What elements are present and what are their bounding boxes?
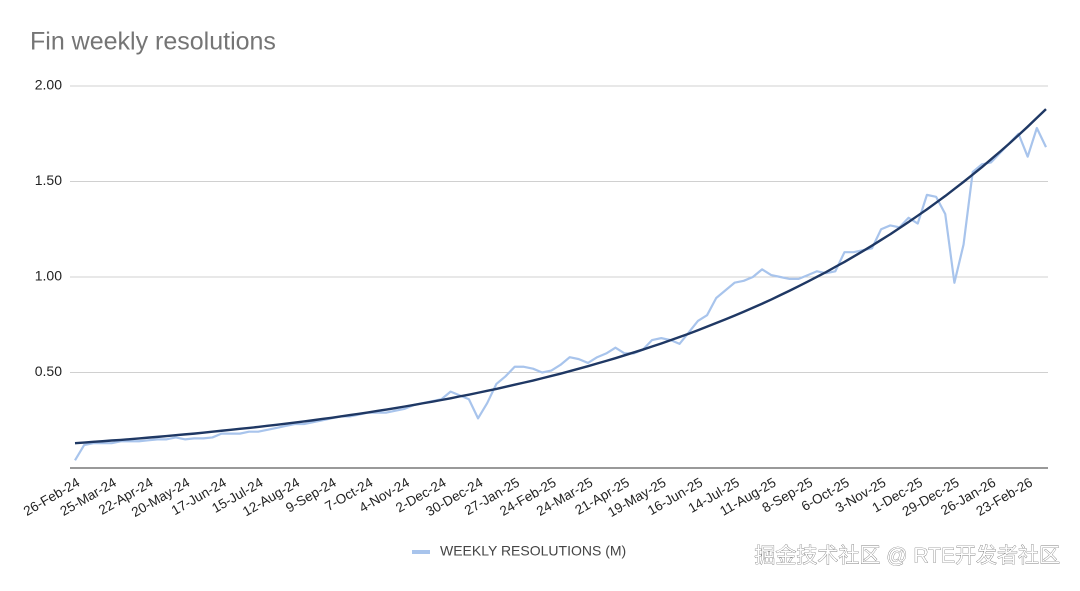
chart-title: Fin weekly resolutions: [30, 28, 276, 56]
y-tick-label: 0.50: [35, 363, 62, 379]
y-tick-label: 1.00: [35, 268, 62, 284]
data-line: [74, 126, 1047, 461]
trend-line: [74, 108, 1047, 445]
watermark: 掘金技术社区 @ RTE开发者社区: [754, 545, 1060, 568]
y-tick-label: 1.50: [35, 172, 62, 188]
legend-label: WEEKLY RESOLUTIONS (M): [440, 543, 626, 559]
y-tick-label: 2.00: [35, 77, 62, 93]
